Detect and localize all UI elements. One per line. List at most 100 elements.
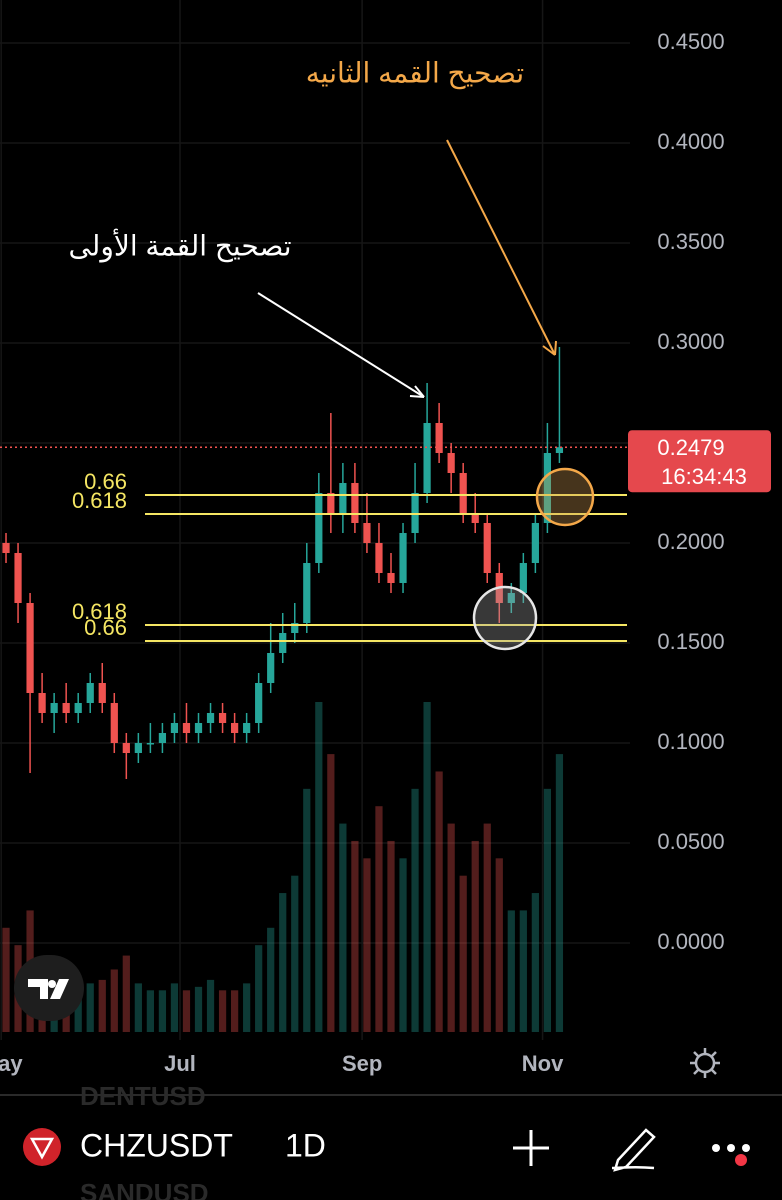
candle-body <box>315 493 323 563</box>
candle-body <box>531 523 539 563</box>
x-tick-label: May <box>0 1051 23 1076</box>
volume-bar <box>555 754 564 1032</box>
fib-label: 0.618 <box>72 488 127 513</box>
candle-body <box>170 723 179 733</box>
grid <box>0 0 630 1040</box>
arrow-head <box>409 385 425 398</box>
candle-body <box>98 683 106 703</box>
volume-bar <box>435 771 443 1032</box>
volume-bar <box>122 955 130 1032</box>
candle-body <box>243 723 251 733</box>
candle-body <box>435 423 443 453</box>
volume-bar <box>363 858 371 1032</box>
candle-body <box>387 573 395 583</box>
price-tag-countdown: 16:34:43 <box>661 464 747 489</box>
y-tick-label: 0.0000 <box>657 929 724 954</box>
interval[interactable]: 1D <box>285 1127 326 1163</box>
volume-bar <box>146 990 154 1032</box>
candle-body <box>182 723 191 733</box>
candle-body <box>110 703 118 743</box>
symbol-icon[interactable] <box>23 1128 61 1166</box>
candle-body <box>26 603 34 693</box>
volume-bar <box>2 927 10 1032</box>
volume-bar <box>447 823 455 1032</box>
candle-body <box>2 543 10 553</box>
more-button[interactable] <box>712 1144 750 1166</box>
volume-bar <box>531 893 539 1032</box>
draw-button[interactable] <box>611 1128 656 1172</box>
volume-bar <box>495 858 503 1032</box>
fib-label: 0.618 <box>72 599 127 624</box>
candle-body <box>50 703 58 713</box>
symbol[interactable]: CHZUSDT <box>80 1127 233 1163</box>
candle-body <box>267 653 275 683</box>
candle-body <box>194 723 203 733</box>
add-button[interactable] <box>513 1130 549 1166</box>
volume-bar <box>255 945 263 1032</box>
candle-body <box>519 563 527 593</box>
y-tick-label: 0.3000 <box>657 329 724 354</box>
candle-body <box>447 453 455 473</box>
candle-body <box>339 483 347 513</box>
highlight-circle <box>472 585 538 651</box>
candle-body <box>86 683 94 703</box>
ghost-symbol: SANDUSD <box>80 1178 209 1200</box>
y-tick-label: 0.3500 <box>657 229 724 254</box>
volume-bar <box>519 910 527 1032</box>
candle-body <box>543 453 552 523</box>
volume-bar <box>158 990 167 1032</box>
candle-body <box>38 693 46 713</box>
volume-bar <box>471 840 479 1032</box>
highlight-circle <box>535 467 595 527</box>
candle-body <box>483 523 491 573</box>
ghost-symbol: DENTUSD <box>80 1081 206 1111</box>
tv-logo-mark <box>28 979 69 999</box>
volume-bar <box>230 990 239 1032</box>
axis-layer: 0.00000.05000.10000.15000.20000.25000.30… <box>0 29 771 1076</box>
volume-bar <box>543 788 552 1032</box>
candle-body <box>327 493 335 513</box>
volume-bar <box>327 754 335 1032</box>
volume-bar <box>399 858 407 1032</box>
candle-body <box>399 533 407 583</box>
volume-bar <box>507 910 515 1032</box>
candle-body <box>62 703 70 713</box>
arrow <box>257 292 425 398</box>
volume-bar <box>291 875 299 1032</box>
y-tick-label: 0.1500 <box>657 629 724 654</box>
candle-body <box>471 513 479 523</box>
x-tick-label: Jul <box>164 1051 196 1076</box>
candle-body <box>255 683 263 723</box>
candle-body <box>303 563 311 623</box>
candle-body <box>291 623 299 633</box>
arrow <box>446 139 556 356</box>
candle-body <box>423 423 431 493</box>
volume-bar <box>303 788 311 1032</box>
volume-bar <box>351 840 359 1032</box>
y-tick-label: 0.4000 <box>657 129 724 154</box>
tv-logo-mark <box>48 980 56 988</box>
candle-body <box>122 743 130 753</box>
candle-body <box>459 473 467 513</box>
volume-bar <box>267 927 275 1032</box>
volume-bar <box>218 990 227 1032</box>
volume-bar <box>243 983 251 1032</box>
volume-bar <box>170 983 179 1032</box>
volume-bar <box>182 990 191 1032</box>
arrow-head <box>542 340 557 356</box>
candle-body <box>507 593 515 603</box>
volume-bar <box>98 979 106 1032</box>
x-tick-label: Sep <box>342 1051 382 1076</box>
price-tag <box>628 430 771 493</box>
candle-body <box>375 543 383 573</box>
volume-bar <box>110 969 118 1032</box>
volume-bar <box>194 986 203 1032</box>
tv-logo <box>14 955 84 1021</box>
settings-icon[interactable] <box>690 1048 720 1078</box>
fib-label: 0.66 <box>84 469 127 494</box>
candle-body <box>158 733 167 743</box>
volume-bar <box>315 702 323 1032</box>
